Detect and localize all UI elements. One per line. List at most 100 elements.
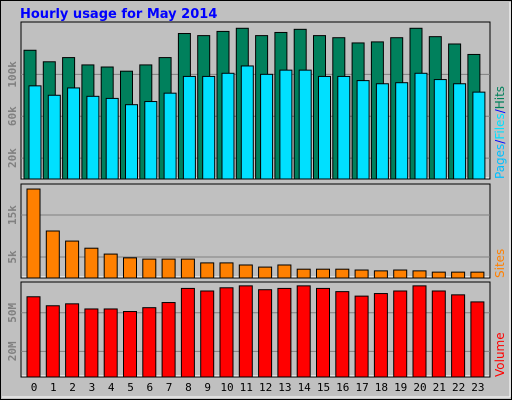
bar (123, 311, 137, 378)
y-tick-label: 50M (6, 303, 19, 323)
bar (433, 79, 447, 180)
y-tick-label: 60k (6, 106, 19, 126)
x-tick-label: 11 (240, 381, 253, 394)
x-tick-label: 5 (127, 381, 134, 394)
axis-label: Sites (493, 249, 507, 278)
bar (105, 97, 119, 180)
bar (470, 301, 485, 378)
bar (125, 104, 138, 180)
x-tick-label: 20 (413, 381, 426, 394)
y-tick-label: 20k (6, 148, 19, 168)
bar (238, 285, 253, 378)
x-tick-label: 1 (50, 381, 57, 394)
x-tick-label: 13 (278, 381, 291, 394)
y-tick-label: 20M (6, 341, 19, 361)
bar (221, 72, 235, 180)
bar (219, 262, 234, 279)
x-tick-label: 22 (452, 381, 465, 394)
bar (240, 65, 254, 180)
bar (26, 188, 41, 279)
x-tick-label: 14 (298, 381, 312, 394)
bar (431, 271, 446, 279)
bar (335, 291, 350, 378)
bar (142, 258, 157, 279)
bar (182, 75, 196, 180)
bar (28, 85, 42, 180)
x-tick-label: 17 (355, 381, 368, 394)
x-tick-label: 21 (433, 381, 446, 394)
bar (103, 308, 118, 378)
bar (219, 287, 234, 378)
bar (373, 270, 388, 279)
bar (45, 305, 60, 378)
bar (123, 257, 137, 279)
bar (296, 285, 311, 378)
bar (258, 289, 273, 378)
bar (453, 83, 467, 180)
x-tick-label: 18 (375, 381, 388, 394)
x-tick-label: 12 (259, 381, 272, 394)
bar (337, 75, 351, 180)
bar (260, 73, 274, 180)
bar (356, 80, 370, 180)
x-tick-label: 2 (69, 381, 76, 394)
bar (202, 75, 216, 180)
x-tick-label: 3 (89, 381, 96, 394)
x-tick-label: 19 (394, 381, 407, 394)
bar (277, 287, 292, 378)
axis-label: Pages/Files/Hits (493, 86, 507, 179)
bar (103, 253, 118, 279)
bar (298, 69, 312, 180)
x-tick-label: 7 (166, 381, 173, 394)
bar (65, 303, 80, 378)
bar (200, 290, 215, 378)
legend-entry: Hits (493, 86, 507, 109)
bar (84, 247, 99, 279)
bar (65, 240, 80, 279)
x-tick-label: 10 (220, 381, 233, 394)
bar (142, 307, 157, 378)
legend-entry: / (493, 139, 507, 144)
bar (414, 72, 428, 180)
plot-area (20, 183, 491, 279)
bar (451, 271, 466, 279)
y-tick-label: 100k (6, 61, 19, 88)
bar (144, 101, 158, 180)
plot-area (20, 281, 491, 378)
bar (296, 268, 311, 279)
x-tick-label: 6 (146, 381, 153, 394)
bar (161, 258, 176, 279)
axis-label: Volume (493, 332, 507, 377)
bar (45, 230, 60, 279)
bar (316, 287, 330, 378)
bar (180, 258, 195, 279)
bar (373, 293, 388, 378)
bar (277, 264, 292, 279)
bar (335, 268, 350, 279)
bar (86, 95, 100, 180)
bar (47, 94, 61, 180)
x-tick-label: 23 (471, 381, 484, 394)
bar (354, 269, 369, 279)
bar (431, 290, 446, 378)
bar (238, 264, 253, 279)
bar (163, 92, 177, 180)
bar (316, 268, 330, 279)
x-tick-label: 15 (317, 381, 330, 394)
x-tick-label: 9 (204, 381, 211, 394)
bar (412, 285, 427, 378)
bar (412, 270, 427, 279)
bar (395, 82, 409, 180)
bar (200, 262, 215, 279)
bar (393, 269, 408, 279)
bar (354, 295, 369, 378)
x-tick-label: 4 (108, 381, 115, 394)
bar (472, 91, 486, 180)
legend-entry: Files (493, 113, 507, 139)
y-tick-label: 5k (6, 250, 19, 264)
x-tick-label: 16 (336, 381, 349, 394)
bar (84, 308, 99, 378)
bar (180, 287, 195, 378)
bar (67, 87, 81, 180)
